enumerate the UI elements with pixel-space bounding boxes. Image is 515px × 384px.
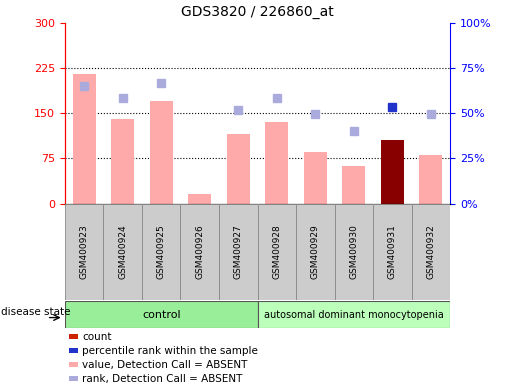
Text: GSM400927: GSM400927 bbox=[234, 224, 243, 279]
Text: autosomal dominant monocytopenia: autosomal dominant monocytopenia bbox=[264, 310, 444, 320]
Bar bbox=[68, 362, 78, 367]
Bar bbox=[111, 119, 134, 204]
Bar bbox=[373, 204, 411, 300]
Text: GSM400931: GSM400931 bbox=[388, 224, 397, 279]
Bar bbox=[150, 101, 173, 204]
Text: GSM400924: GSM400924 bbox=[118, 224, 127, 279]
Text: GSM400923: GSM400923 bbox=[80, 224, 89, 279]
Bar bbox=[381, 141, 404, 204]
Bar bbox=[73, 74, 96, 204]
Bar bbox=[265, 122, 288, 204]
Bar bbox=[219, 204, 258, 300]
Bar bbox=[304, 152, 327, 204]
Bar bbox=[68, 376, 78, 381]
Bar bbox=[342, 166, 365, 204]
Text: percentile rank within the sample: percentile rank within the sample bbox=[82, 346, 258, 356]
Bar bbox=[65, 204, 104, 300]
Text: count: count bbox=[82, 332, 112, 342]
Text: GSM400928: GSM400928 bbox=[272, 224, 281, 279]
Bar bbox=[188, 195, 211, 204]
Title: GDS3820 / 226860_at: GDS3820 / 226860_at bbox=[181, 5, 334, 19]
Text: GSM400925: GSM400925 bbox=[157, 224, 166, 279]
Bar bbox=[65, 301, 258, 328]
Text: GSM400932: GSM400932 bbox=[426, 224, 435, 279]
Bar bbox=[227, 134, 250, 204]
Text: GSM400926: GSM400926 bbox=[195, 224, 204, 279]
Text: GSM400929: GSM400929 bbox=[311, 224, 320, 279]
Bar bbox=[180, 204, 219, 300]
Text: value, Detection Call = ABSENT: value, Detection Call = ABSENT bbox=[82, 360, 248, 370]
Bar bbox=[411, 204, 450, 300]
Bar bbox=[335, 204, 373, 300]
Bar bbox=[296, 204, 335, 300]
Bar bbox=[68, 334, 78, 339]
Bar bbox=[68, 348, 78, 353]
Bar bbox=[419, 156, 442, 204]
Text: rank, Detection Call = ABSENT: rank, Detection Call = ABSENT bbox=[82, 374, 243, 384]
Bar bbox=[142, 204, 180, 300]
Bar bbox=[258, 301, 450, 328]
Text: control: control bbox=[142, 310, 180, 320]
Bar bbox=[104, 204, 142, 300]
Text: disease state: disease state bbox=[2, 307, 71, 317]
Bar bbox=[258, 204, 296, 300]
Text: GSM400930: GSM400930 bbox=[349, 224, 358, 279]
